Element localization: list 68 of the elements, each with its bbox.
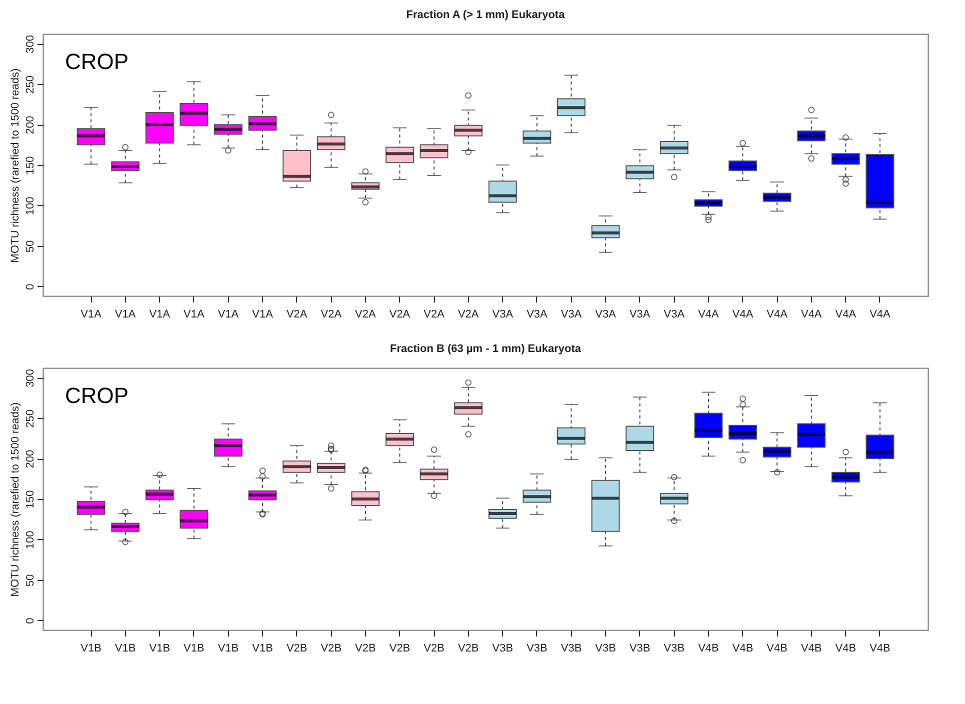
x-tick-label: V2A [424, 308, 446, 320]
y-tick-label: 50 [24, 574, 36, 586]
y-axis-title: MOTU richness (rarefied to 1500 reads) [10, 402, 22, 597]
y-tick-label: 150 [24, 156, 36, 175]
x-tick-label: V1B [252, 642, 273, 654]
x-tick-label: V1B [114, 642, 136, 654]
x-tick-label: V3A [629, 308, 651, 320]
x-tick-label: V4A [870, 308, 892, 320]
y-tick-label: 250 [24, 75, 36, 94]
y-axis-title: MOTU richness (rarefied to 1500 reads) [10, 68, 22, 263]
x-tick-label: V4B [698, 642, 719, 654]
x-tick-label: V1A [252, 308, 274, 320]
x-tick-label: V4A [800, 308, 822, 320]
x-tick-label: V1A [149, 308, 171, 320]
x-tick-label: V2B [389, 642, 410, 654]
x-tick-label: V1B [149, 642, 170, 654]
x-tick-label: V2B [424, 642, 444, 654]
x-tick-label: V4B [766, 642, 788, 654]
x-tick-label: V3B [560, 642, 582, 654]
x-tick-label: V3A [664, 308, 686, 320]
x-tick-label: V3B [629, 642, 650, 654]
y-tick-label: 0 [24, 618, 36, 624]
x-tick-label: V1A [114, 308, 136, 320]
y-tick-label: 100 [24, 196, 36, 216]
x-tick-label: V2B [320, 642, 342, 654]
x-tick-label: V1B [218, 642, 239, 654]
x-tick-label: V2B [355, 642, 376, 654]
y-tick-label: 100 [24, 530, 36, 550]
x-tick-label: V2A [458, 308, 480, 320]
x-tick-label: V4A [766, 308, 788, 320]
x-tick-label: V4B [732, 642, 754, 654]
y-tick-label: 50 [24, 240, 36, 252]
x-tick-label: V3B [526, 642, 548, 654]
x-tick-label: V1A [218, 308, 240, 320]
x-tick-label: V3A [526, 308, 548, 320]
x-tick-label: V2A [355, 308, 376, 320]
x-tick-label: V4B [870, 642, 890, 654]
y-tick-label: 150 [24, 490, 36, 509]
x-tick-label: V4B [800, 642, 822, 654]
y-tick-label: 300 [24, 35, 36, 54]
chart-title: Fraction B (63 µm - 1 mm) Eukaryota [390, 343, 582, 355]
x-tick-label: V4A [835, 308, 857, 320]
chart-title: Fraction A (> 1 mm) Eukaryota [406, 9, 566, 21]
x-tick-label: V3A [492, 308, 514, 320]
x-tick-label: V3A [560, 308, 582, 320]
x-tick-label: V4A [698, 308, 720, 320]
x-tick-label: V2A [320, 308, 342, 320]
x-tick-label: V3B [664, 642, 685, 654]
y-tick-label: 200 [24, 450, 36, 468]
annotation: CROP [65, 383, 129, 408]
x-tick-label: V1B [184, 642, 204, 654]
x-tick-label: V2A [286, 308, 308, 320]
y-tick-label: 0 [24, 284, 36, 290]
x-tick-label: V2B [286, 642, 308, 654]
x-tick-label: V3B [492, 642, 514, 654]
x-tick-label: V3B [595, 642, 616, 654]
x-tick-label: V4A [732, 308, 754, 320]
x-tick-label: V1B [80, 642, 102, 654]
x-tick-label: V3A [595, 308, 617, 320]
x-tick-label: V2B [458, 642, 479, 654]
x-tick-label: V4B [835, 642, 856, 654]
y-tick-label: 250 [24, 409, 36, 428]
x-tick-label: V1A [184, 308, 205, 320]
annotation: CROP [65, 49, 129, 74]
x-tick-label: V1A [80, 308, 102, 320]
x-tick-label: V2A [389, 308, 411, 320]
y-tick-label: 300 [24, 369, 36, 388]
y-tick-label: 200 [24, 116, 36, 134]
